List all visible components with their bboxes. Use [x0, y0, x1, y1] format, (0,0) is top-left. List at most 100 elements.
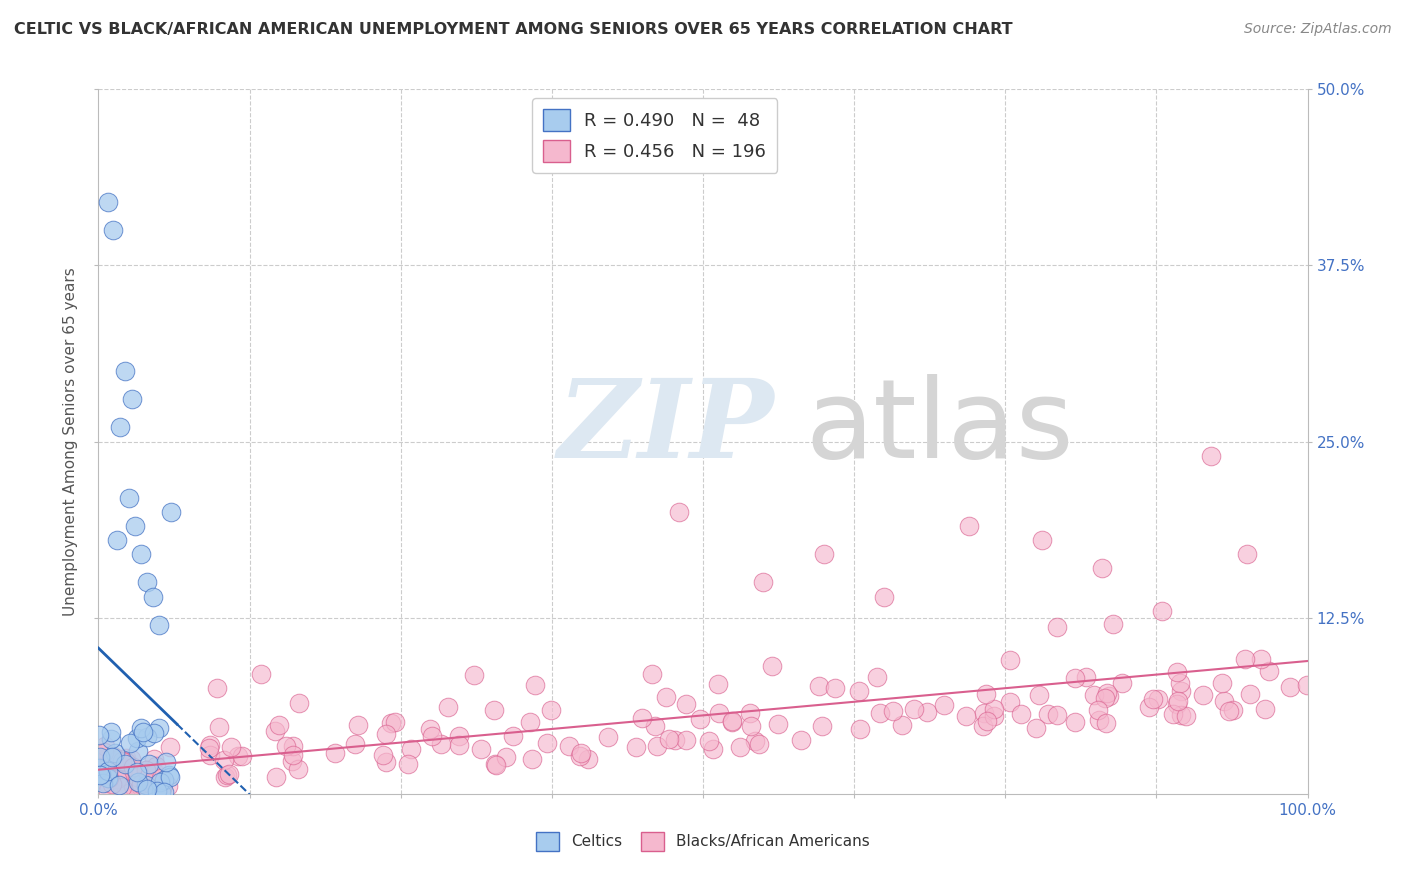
Point [655, 690, 678, 705]
Point [789, 733, 811, 747]
Point [125, 775, 148, 789]
Point [87, 760, 110, 774]
Point [811, 719, 834, 733]
Point [998, 653, 1021, 667]
Point [111, 754, 134, 768]
Point [396, 756, 419, 771]
Point [384, 714, 406, 729]
Point [129, 784, 152, 798]
Point [761, 658, 783, 673]
Point [121, 392, 143, 407]
Point [107, 769, 129, 783]
Point [1028, 688, 1050, 702]
Legend: Celtics, Blacks/African Americans: Celtics, Blacks/African Americans [530, 826, 876, 856]
Point [221, 740, 243, 755]
Point [720, 714, 742, 729]
Point [127, 744, 149, 758]
Point [1166, 697, 1188, 711]
Point [957, 519, 980, 533]
Point [641, 667, 664, 681]
Point [766, 717, 789, 731]
Point [752, 575, 775, 590]
Point [111, 784, 134, 798]
Point [668, 505, 690, 519]
Point [115, 755, 138, 769]
Point [644, 719, 666, 733]
Point [142, 590, 165, 604]
Point [375, 727, 398, 741]
Point [136, 776, 159, 790]
Point [1087, 703, 1109, 717]
Point [697, 733, 720, 747]
Point [482, 703, 505, 717]
Point [287, 762, 309, 776]
Point [1254, 702, 1277, 716]
Point [873, 590, 896, 604]
Point [145, 758, 167, 772]
Point [281, 747, 304, 762]
Text: CELTIC VS BLACK/AFRICAN AMERICAN UNEMPLOYMENT AMONG SENIORS OVER 65 YEARS CORREL: CELTIC VS BLACK/AFRICAN AMERICAN UNEMPLO… [14, 22, 1012, 37]
Point [1076, 670, 1098, 684]
Point [1094, 716, 1116, 731]
Point [89, 750, 111, 764]
Point [121, 760, 143, 774]
Point [323, 746, 346, 760]
Point [955, 709, 977, 723]
Point [129, 780, 152, 794]
Point [267, 717, 290, 731]
Point [125, 731, 148, 745]
Point [94, 739, 117, 754]
Point [848, 683, 870, 698]
Point [1167, 694, 1189, 708]
Point [101, 777, 124, 791]
Point [540, 704, 562, 718]
Point [983, 708, 1005, 723]
Point [689, 712, 711, 726]
Point [135, 778, 157, 792]
Point [138, 756, 160, 771]
Point [571, 747, 593, 761]
Point [675, 732, 697, 747]
Point [596, 731, 619, 745]
Point [141, 769, 163, 783]
Point [266, 770, 288, 784]
Point [721, 714, 744, 728]
Point [347, 718, 370, 732]
Point [1046, 620, 1069, 634]
Point [114, 750, 136, 764]
Point [1111, 675, 1133, 690]
Point [1192, 689, 1215, 703]
Point [122, 779, 145, 793]
Point [373, 747, 395, 762]
Point [212, 753, 235, 767]
Point [647, 739, 669, 754]
Point [1147, 692, 1170, 706]
Point [813, 547, 835, 561]
Point [200, 747, 222, 762]
Point [463, 667, 485, 681]
Point [228, 749, 250, 764]
Point [288, 696, 311, 710]
Point [90, 767, 112, 781]
Point [536, 736, 558, 750]
Point [198, 738, 221, 752]
Point [97, 194, 120, 209]
Point [1166, 665, 1188, 680]
Point [1064, 671, 1087, 685]
Point [150, 780, 173, 795]
Point [974, 687, 997, 701]
Point [105, 533, 128, 548]
Point [108, 752, 131, 766]
Point [976, 714, 998, 728]
Point [150, 780, 173, 794]
Point [1168, 676, 1191, 690]
Point [1278, 681, 1301, 695]
Point [127, 764, 149, 779]
Point [495, 750, 517, 764]
Point [1250, 652, 1272, 666]
Point [283, 739, 305, 753]
Point [707, 676, 730, 690]
Point [118, 491, 141, 505]
Point [112, 763, 135, 777]
Point [972, 719, 994, 733]
